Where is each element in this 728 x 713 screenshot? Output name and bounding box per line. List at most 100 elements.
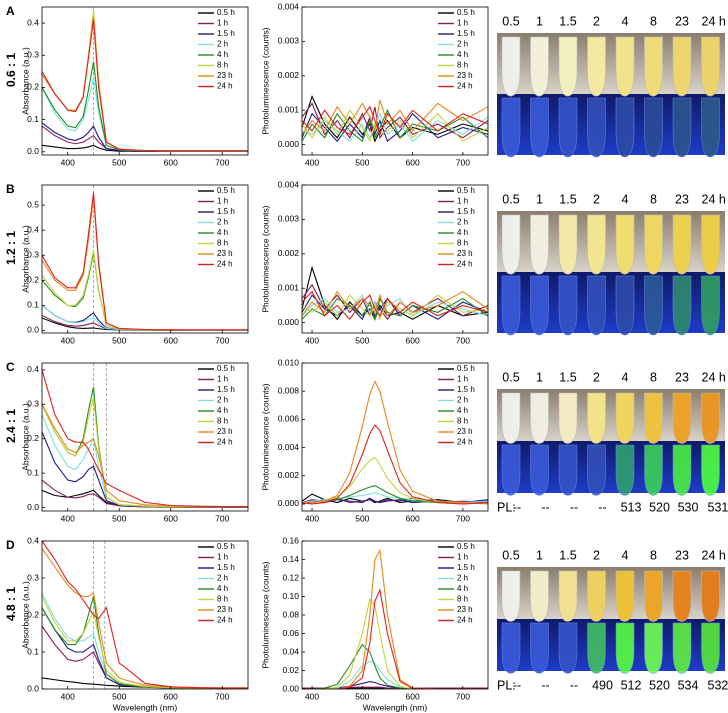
- pl-label: 520: [649, 678, 670, 692]
- tube-uv: [701, 444, 720, 496]
- legend-label: 4 h: [457, 406, 468, 415]
- legend-label: 2 h: [217, 40, 228, 49]
- tube: [672, 570, 692, 622]
- y-tick-label: 0.16: [282, 535, 299, 545]
- tube-uv: [672, 97, 692, 158]
- plot-frame: [41, 362, 249, 512]
- tube: [587, 570, 606, 622]
- ratio-label: 0.6 : 1: [4, 53, 18, 87]
- y-tick-label: 0.3: [27, 399, 39, 409]
- legend-label: 8 h: [457, 595, 468, 604]
- legend-label: 24 h: [217, 82, 233, 91]
- tube: [558, 214, 578, 275]
- pl-label: 531 nm: [708, 500, 728, 514]
- legend-label: 4 h: [457, 584, 468, 593]
- time-label: 1: [536, 548, 543, 562]
- time-label: 0.5: [502, 14, 519, 28]
- pl-label: --: [570, 678, 578, 692]
- time-label: 23: [675, 192, 689, 206]
- tube: [587, 214, 606, 275]
- series-line: [302, 290, 488, 321]
- legend-label: 0.5 h: [457, 186, 475, 195]
- x-tick-label: 600: [164, 691, 178, 701]
- pl-label: 512: [621, 678, 642, 692]
- tube: [701, 36, 720, 97]
- tube: [530, 214, 549, 275]
- x-tick-label: 700: [456, 157, 470, 167]
- y-axis-label: Absorbance (a.u.): [20, 225, 30, 293]
- series-line: [302, 456, 488, 505]
- tube-uv: [615, 622, 635, 674]
- legend-label: 1.5 h: [217, 385, 235, 394]
- y-tick-label: 0.5: [27, 199, 39, 209]
- series-line: [302, 294, 488, 321]
- tube: [558, 36, 578, 97]
- tube-uv: [587, 275, 606, 336]
- y-tick-label: 0.004: [278, 179, 300, 189]
- legend-label: 24 h: [457, 438, 473, 447]
- legend-label: 2 h: [457, 40, 468, 49]
- x-tick-label: 500: [355, 691, 369, 701]
- legend-label: 2 h: [457, 218, 468, 227]
- time-label: 24 h: [702, 192, 726, 206]
- tube-uv: [501, 622, 521, 674]
- legend-label: 1 h: [457, 553, 468, 562]
- time-label: 4: [622, 14, 629, 28]
- tube-uv: [530, 97, 549, 158]
- legend-label: 0.5 h: [217, 364, 235, 373]
- legend-label: 23 h: [457, 605, 473, 614]
- series-line: [42, 541, 248, 689]
- series-line: [302, 108, 488, 143]
- y-tick-label: 0.003: [278, 36, 300, 46]
- tube: [615, 392, 635, 444]
- pl-label: 513: [621, 500, 642, 514]
- time-label: 8: [650, 192, 657, 206]
- tube-uv: [530, 622, 549, 674]
- tube: [644, 392, 663, 444]
- x-tick-label: 400: [305, 691, 319, 701]
- y-axis-label: Absorbance (a.u.): [20, 47, 30, 115]
- time-label: 8: [650, 548, 657, 562]
- legend-label: 0.5 h: [457, 364, 475, 373]
- tube-uv: [701, 275, 720, 336]
- legend-label: 24 h: [217, 438, 233, 447]
- time-label: 2: [593, 192, 600, 206]
- tube-uv: [530, 444, 549, 496]
- tube-uv: [587, 444, 606, 496]
- legend-label: 2 h: [457, 396, 468, 405]
- series-line: [302, 598, 488, 689]
- legend-label: 2 h: [217, 396, 228, 405]
- time-label: 0.5: [502, 548, 519, 562]
- y-tick-label: 0.0: [27, 325, 39, 335]
- series-line: [42, 317, 248, 331]
- tube-uv: [615, 275, 635, 336]
- y-tick-label: 0.4: [27, 535, 39, 545]
- y-tick-label: 0.2: [27, 433, 39, 443]
- y-axis-label: Photoluminescence (counts): [260, 27, 270, 134]
- x-tick-label: 600: [164, 157, 178, 167]
- tube: [644, 36, 663, 97]
- tube: [530, 392, 549, 444]
- tube-uv: [558, 275, 578, 336]
- y-tick-label: 0.2: [27, 609, 39, 619]
- legend-label: 2 h: [217, 218, 228, 227]
- legend-label: 0.5 h: [217, 186, 235, 195]
- x-tick-label: 500: [112, 513, 126, 523]
- y-tick-label: 0.002: [278, 470, 300, 480]
- pl-label: 530: [678, 500, 699, 514]
- y-axis-label: Photoluminescence (counts): [260, 383, 270, 490]
- tube: [530, 36, 549, 97]
- y-tick-label: 0.001: [278, 105, 300, 115]
- tube-uv: [558, 97, 578, 158]
- y-tick-label: 0.02: [282, 665, 299, 675]
- time-label: 24 h: [702, 370, 726, 384]
- x-tick-label: 600: [164, 513, 178, 523]
- tube: [558, 392, 578, 444]
- pl-label: --: [513, 678, 521, 692]
- y-tick-label: 0.010: [278, 357, 300, 367]
- y-tick-label: 0.12: [282, 572, 299, 582]
- tube-uv: [501, 97, 521, 158]
- y-tick-label: 0.08: [282, 609, 299, 619]
- x-tick-label: 600: [164, 335, 178, 345]
